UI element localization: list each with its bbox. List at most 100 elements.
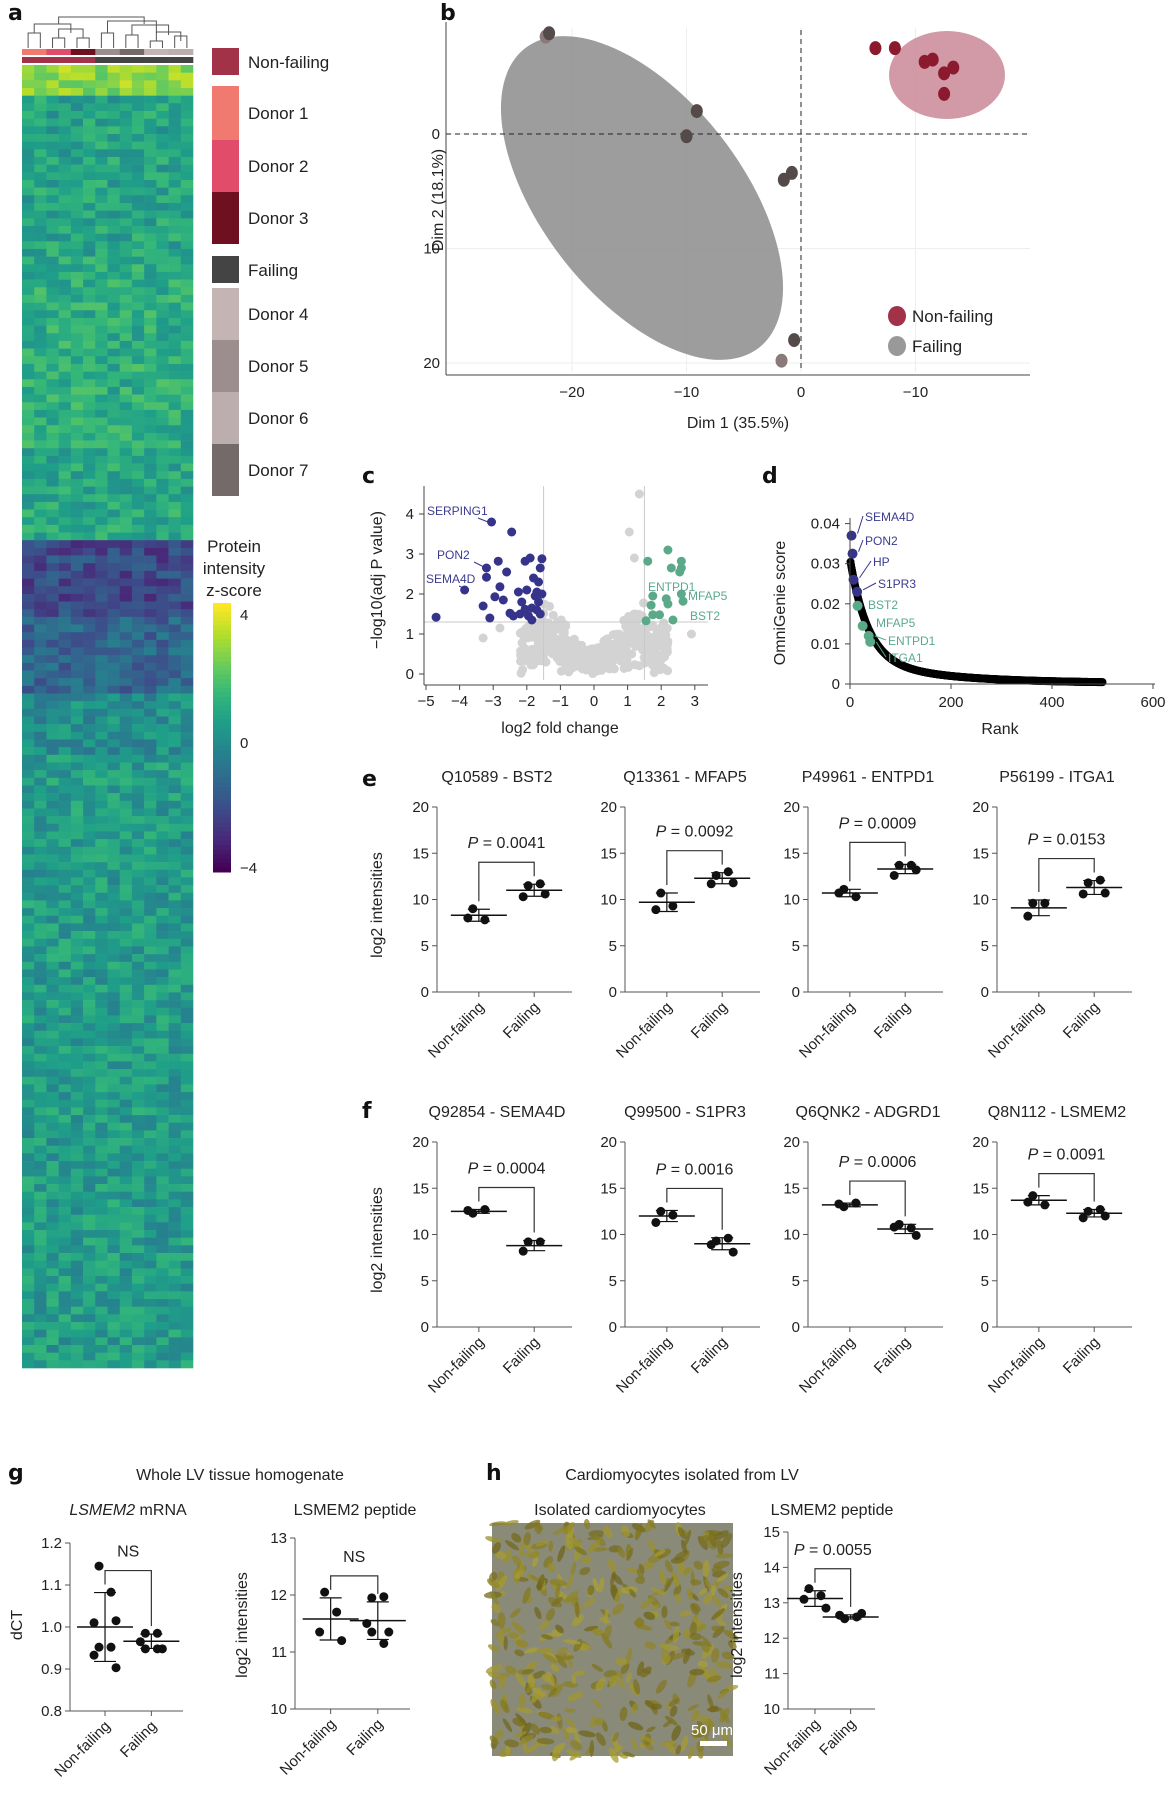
heatmap-cell — [95, 655, 108, 664]
heatmap-cell — [119, 762, 133, 771]
colorbar-segment — [213, 701, 231, 707]
rank-point-highlight-blue — [848, 574, 859, 585]
heatmap-cell — [156, 540, 169, 549]
cell-shape — [578, 1730, 596, 1738]
heatmap-cell — [83, 448, 96, 457]
heatmap-cell — [34, 954, 47, 963]
cell-shape — [489, 1735, 499, 1745]
heatmap-cell — [83, 287, 96, 296]
heatmap-cell — [156, 846, 169, 855]
volcano-point-ns — [643, 648, 653, 658]
heatmap-cell — [119, 302, 133, 311]
colorbar-segment — [213, 858, 231, 864]
heatmap-cell — [119, 555, 133, 564]
cell-shape — [699, 1535, 711, 1542]
heatmap-cell — [180, 846, 194, 855]
volcano-point-ns — [619, 664, 629, 674]
x-tick-label: −4 — [451, 693, 468, 710]
heatmap-cell — [46, 379, 59, 388]
cell-shape — [673, 1584, 682, 1597]
heatmap-cell — [34, 509, 47, 518]
heatmap-cell — [22, 271, 35, 280]
heatmap-cell — [83, 126, 96, 135]
heatmap-cell — [144, 1130, 157, 1139]
heatmap-cell — [83, 133, 96, 142]
heatmap-cell — [144, 1184, 157, 1193]
volcano-point-down — [490, 592, 500, 602]
cell-shape — [495, 1551, 507, 1560]
cell-shape — [486, 1578, 500, 1589]
heatmap-cell — [107, 517, 121, 526]
heatmap-cell — [70, 662, 84, 671]
heatmap-cell — [95, 103, 108, 112]
y-tick-label: 2 — [406, 586, 414, 603]
significance-bracket — [1038, 857, 1095, 892]
heatmap-cell — [95, 1291, 108, 1300]
heatmap-cell — [83, 662, 96, 671]
heatmap-cell — [131, 1260, 145, 1269]
heatmap-cell — [131, 739, 145, 748]
panel-letter-b: b — [440, 1, 456, 26]
rank-point-highlight-blue — [852, 586, 863, 597]
group-annotation-cell — [95, 57, 108, 63]
heatmap-cell — [107, 693, 121, 702]
heatmap-cell — [180, 800, 194, 809]
heatmap-cell — [156, 1253, 169, 1261]
heatmap-cell — [46, 1015, 59, 1024]
cell-shape — [573, 1638, 583, 1652]
heatmap-cell — [131, 1345, 145, 1353]
pca-point-nonfailing — [926, 52, 939, 67]
heatmap-cell — [58, 363, 72, 372]
cell-shape — [531, 1670, 546, 1679]
colorbar-segment — [213, 706, 231, 712]
heatmap-cell — [168, 1153, 182, 1162]
heatmap-cell — [46, 1345, 59, 1353]
heatmap-cell — [180, 693, 194, 702]
heatmap-cell — [95, 701, 108, 710]
heatmap-cell — [70, 509, 84, 518]
data-point — [480, 915, 490, 925]
heatmap-cell — [107, 701, 121, 710]
heatmap-cell — [34, 540, 47, 549]
heatmap-cell — [107, 494, 121, 503]
heatmap-cell — [46, 133, 59, 142]
heatmap-cell — [131, 149, 145, 158]
heatmap-cell — [156, 1222, 169, 1231]
heatmap-cell — [34, 478, 47, 487]
heatmap-cell — [168, 762, 182, 771]
heatmap-cell — [46, 524, 59, 533]
heatmap-cell — [46, 1268, 59, 1277]
cell-shape — [612, 1732, 620, 1742]
heatmap-cell — [83, 340, 96, 349]
cell-shape — [570, 1561, 577, 1576]
heatmap-cell — [144, 862, 157, 871]
cell-shape — [519, 1561, 525, 1578]
heatmap-cell — [58, 1061, 72, 1070]
heatmap-cell — [168, 1345, 182, 1353]
heatmap-cell — [180, 540, 194, 549]
heatmap-cell — [22, 1084, 35, 1093]
heatmap-cell — [156, 241, 169, 250]
heatmap-cell — [46, 678, 59, 687]
heatmap-cell — [131, 1023, 145, 1032]
heatmap-cell — [107, 409, 121, 418]
volcano-point-ns — [612, 640, 622, 650]
heatmap-cell — [70, 839, 84, 848]
heatmap-cell — [107, 570, 121, 579]
heatmap-cell — [107, 992, 121, 1001]
heatmap-cell — [168, 386, 182, 395]
heatmap-cell — [168, 1030, 182, 1039]
heatmap-cell — [34, 662, 47, 671]
heatmap-cell — [95, 1092, 108, 1101]
heatmap-cell — [58, 908, 72, 917]
heatmap-cell — [119, 524, 133, 533]
x-tick-label: Failing — [500, 999, 543, 1042]
heatmap-cell — [70, 946, 84, 955]
heatmap-cell — [83, 992, 96, 1001]
heatmap-cell — [22, 1061, 35, 1070]
cell-shape — [504, 1739, 520, 1748]
heatmap-cell — [22, 1130, 35, 1139]
colorbar-segment — [213, 643, 231, 649]
y-tick-label: 15 — [763, 1524, 780, 1541]
